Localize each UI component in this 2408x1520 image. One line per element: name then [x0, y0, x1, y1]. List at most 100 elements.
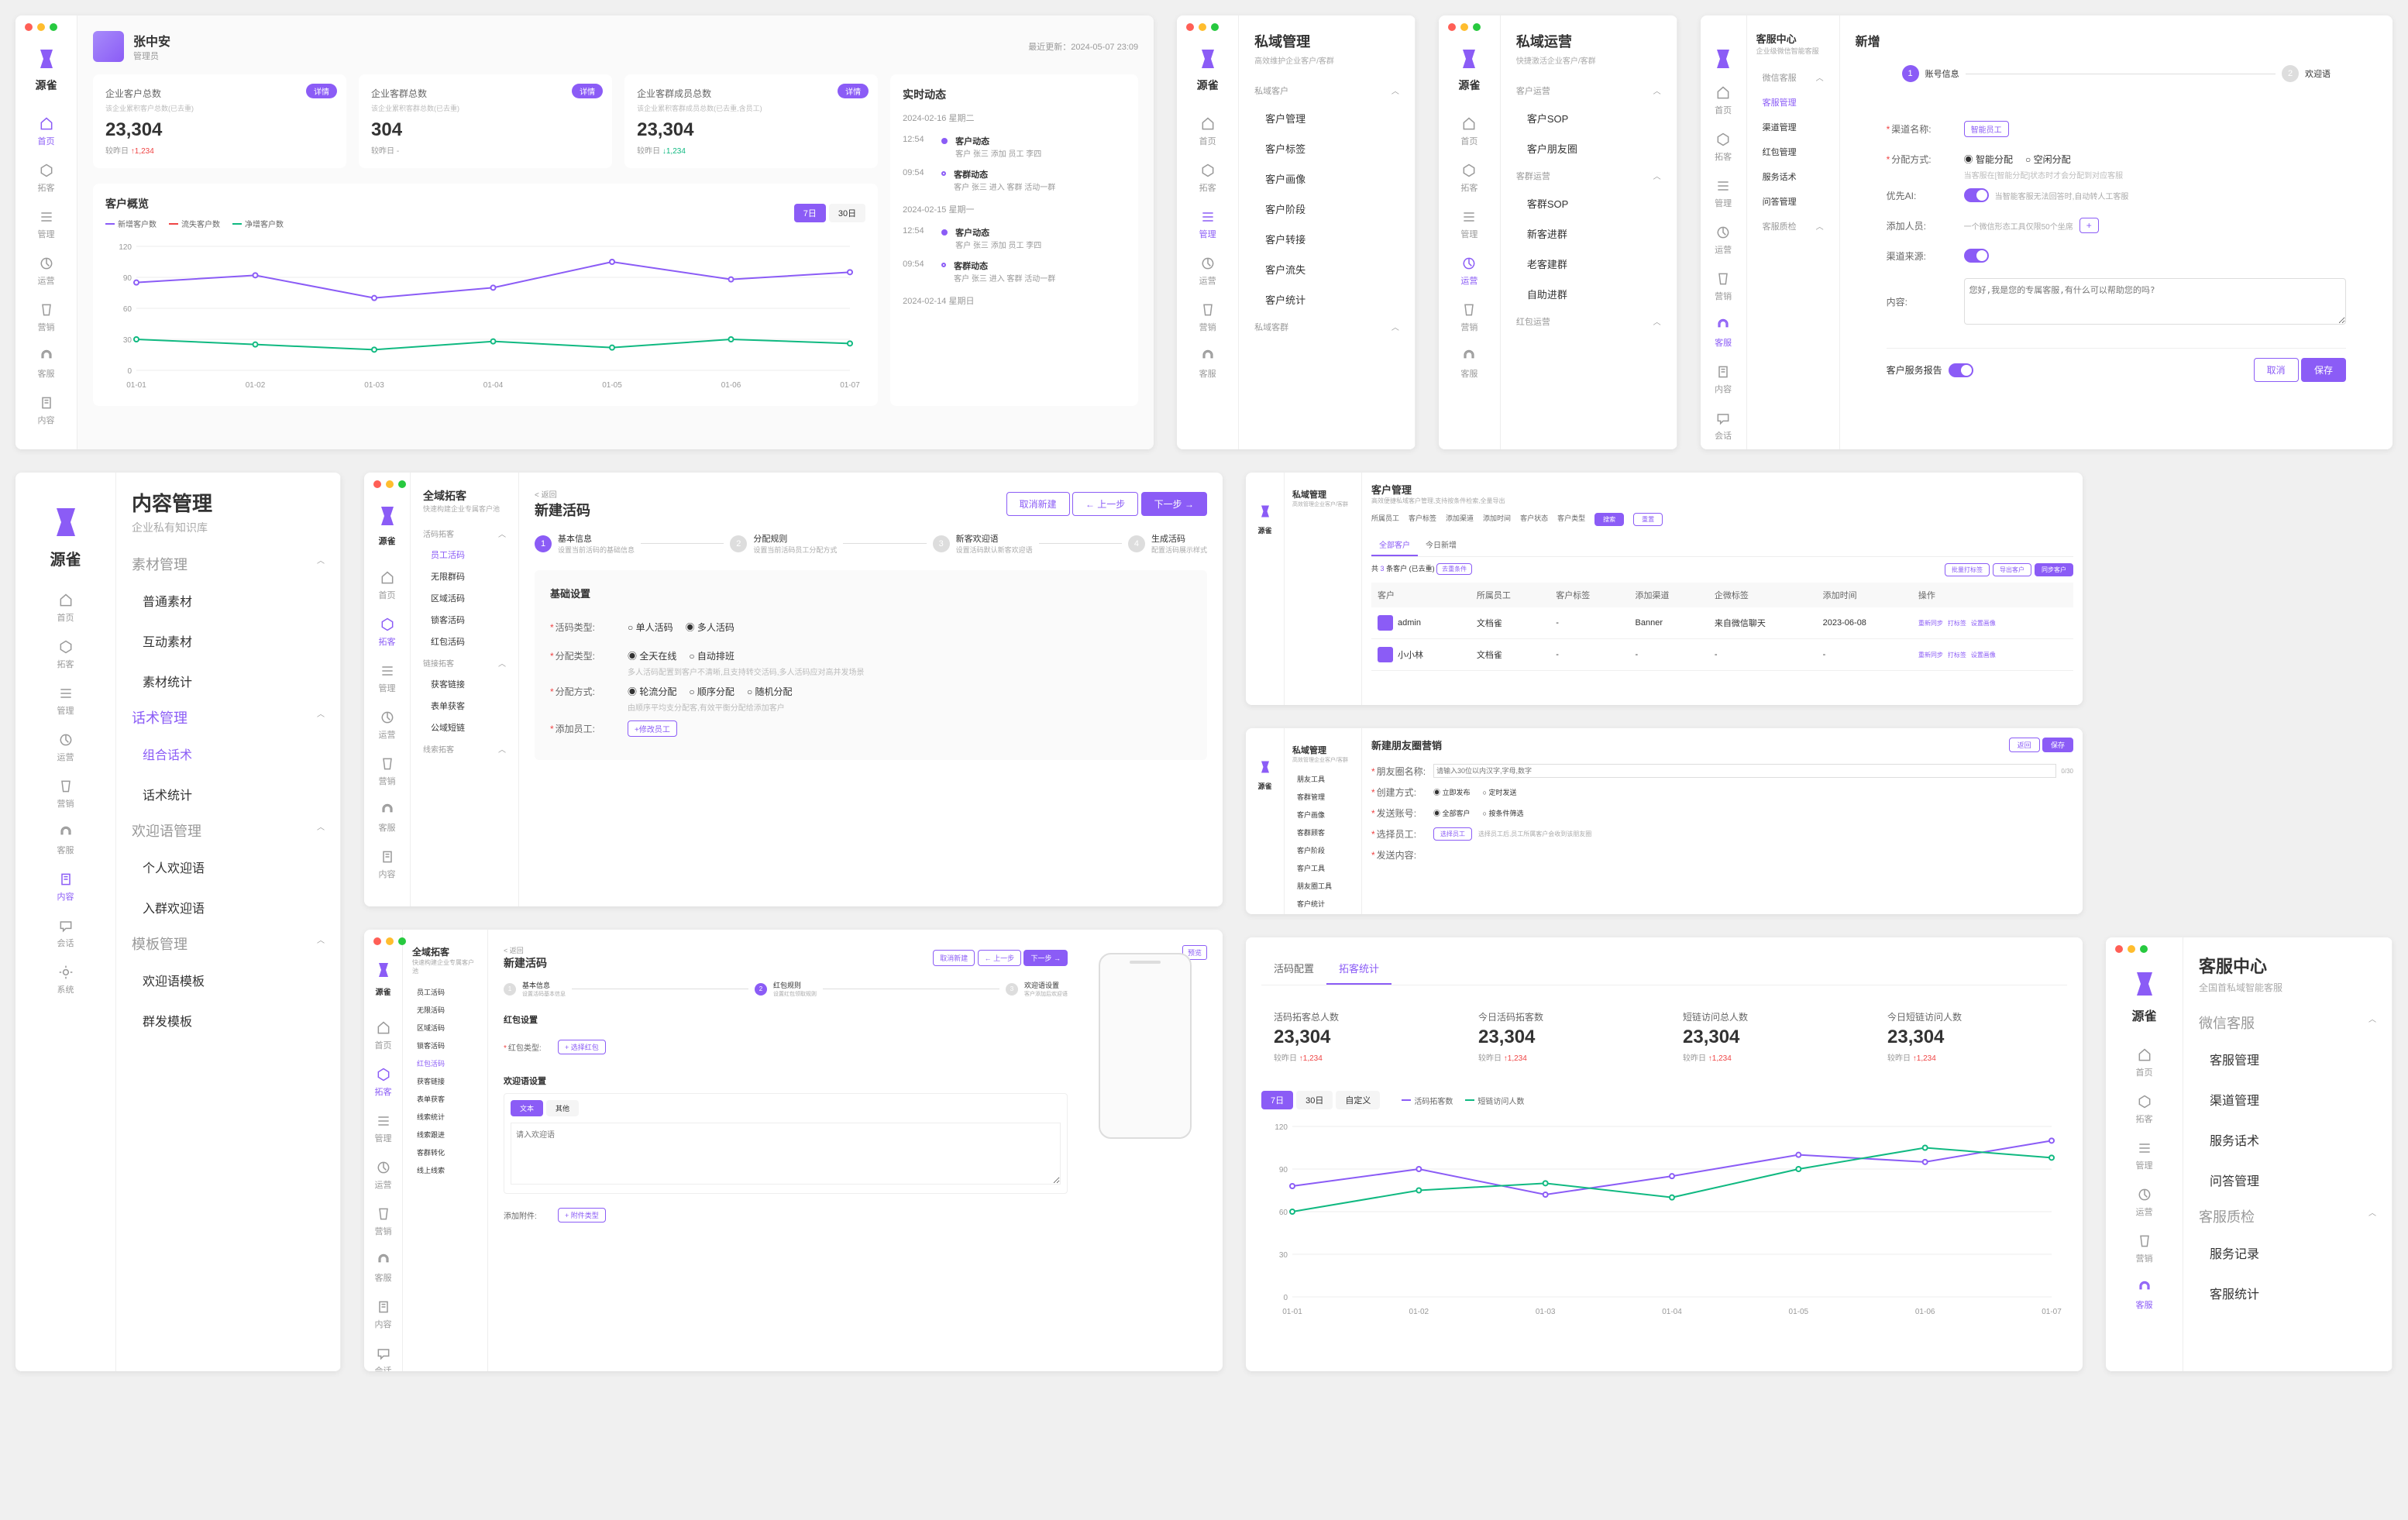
subnav-item[interactable]: 员工活码 — [411, 544, 518, 566]
subnav-item[interactable]: 无限群码 — [411, 566, 518, 587]
subnav-group[interactable]: 私域客户︿ — [1239, 78, 1415, 103]
subnav-item[interactable]: 互动素材 — [116, 621, 340, 661]
subnav-item[interactable]: 普通素材 — [116, 580, 340, 621]
subnav-item[interactable]: 客户统计 — [1285, 895, 1361, 913]
subnav-item[interactable]: 话术统计 — [116, 774, 340, 814]
subnav-item[interactable]: 线上线索 — [403, 1161, 487, 1179]
sidebar-item-expand[interactable]: 拓客 — [1715, 124, 1732, 170]
sidebar-item-chat[interactable]: 会话 — [1715, 403, 1732, 449]
sidebar-item-chat[interactable]: 会话 — [57, 910, 74, 957]
sidebar-item-operate[interactable]: 运营 — [38, 248, 55, 294]
sidebar-item-manage[interactable]: 管理 — [1199, 201, 1216, 248]
subnav-item[interactable]: 锁客活码 — [403, 1037, 487, 1054]
tab-item[interactable]: 其他 — [546, 1100, 579, 1116]
sidebar-item-operate[interactable]: 运营 — [375, 1152, 392, 1198]
subnav-group[interactable]: 私域客群︿ — [1239, 315, 1415, 339]
subnav-item[interactable]: 客群管理 — [1285, 788, 1361, 806]
sidebar-item-operate[interactable]: 运营 — [1460, 248, 1477, 294]
ai-toggle[interactable] — [1964, 188, 1989, 202]
row-action[interactable]: 设置画像 — [1971, 652, 1996, 659]
radio-option[interactable]: ○ 自动排班 — [689, 649, 734, 662]
subnav-item[interactable]: 获客链接 — [403, 1072, 487, 1090]
subnav-group[interactable]: 链接拓客︿ — [411, 652, 518, 673]
filter-label[interactable]: 添加渠道 — [1446, 513, 1474, 526]
sidebar-item-home[interactable]: 首页 — [379, 562, 396, 609]
subnav-group[interactable]: 线索拓客︿ — [411, 738, 518, 759]
window-controls[interactable] — [25, 23, 57, 31]
prev-btn[interactable]: ← 上一步 — [978, 950, 1022, 966]
tab-item[interactable]: 拓客统计 — [1326, 953, 1391, 985]
subnav-item[interactable]: 服务话术 — [1747, 164, 1839, 189]
filter-label[interactable]: 添加时间 — [1483, 513, 1511, 526]
radio-option[interactable]: ○ 单人活码 — [628, 621, 673, 634]
subnav-group[interactable]: 客户运营︿ — [1501, 78, 1677, 103]
sidebar-item-market[interactable]: 营销 — [57, 771, 74, 817]
table-row[interactable]: 小小林 文档雀---- 重新同步打标签设置画像 — [1371, 639, 2073, 671]
tab-item[interactable]: 今日新增 — [1418, 534, 1464, 556]
subnav-group[interactable]: 话术管理︿ — [116, 701, 340, 734]
sidebar-item-home[interactable]: 首页 — [1460, 108, 1477, 155]
subnav-group[interactable]: 客群运营︿ — [1501, 163, 1677, 188]
sidebar-item-expand[interactable]: 拓客 — [2136, 1086, 2153, 1133]
subnav-item[interactable]: 客户工具 — [1285, 859, 1361, 877]
sidebar-item-service[interactable]: 客服 — [1715, 310, 1732, 356]
action-btn[interactable]: 导出客户 — [1993, 563, 2031, 576]
sidebar-item-content[interactable]: 内容 — [1715, 356, 1732, 403]
sidebar-item-manage[interactable]: 管理 — [1715, 170, 1732, 217]
subnav-group[interactable]: 活码拓客︿ — [411, 523, 518, 544]
sidebar-item-market[interactable]: 营销 — [2136, 1226, 2153, 1272]
save-btn[interactable]: 保存 — [2301, 358, 2346, 382]
sidebar-item-operate[interactable]: 运营 — [1715, 217, 1732, 263]
sidebar-item-operate[interactable]: 运营 — [1199, 248, 1216, 294]
sidebar-item-service[interactable]: 客服 — [1460, 341, 1477, 387]
search-btn[interactable]: 搜索 — [1594, 513, 1624, 526]
radio-option[interactable]: ○ 顺序分配 — [689, 685, 734, 698]
sidebar-item-manage[interactable]: 管理 — [38, 201, 55, 248]
radio-option[interactable]: ◉ 全部客户 — [1433, 808, 1471, 818]
sidebar-item-market[interactable]: 营销 — [1460, 294, 1477, 341]
period-tab[interactable]: 7日 — [794, 204, 826, 222]
sidebar-item-service[interactable]: 客服 — [375, 1245, 392, 1291]
subnav-item[interactable]: 客户流失 — [1239, 254, 1415, 284]
table-row[interactable]: admin 文档雀-Banner来自微信聊天2023-06-08 重新同步打标签… — [1371, 607, 2073, 639]
subnav-item[interactable]: 组合话术 — [116, 734, 340, 774]
radio-option[interactable]: ○ 随机分配 — [747, 685, 793, 698]
window-controls[interactable] — [373, 937, 406, 945]
user-block[interactable]: 张中安 管理员 — [93, 31, 170, 62]
sidebar-item-market[interactable]: 营销 — [375, 1198, 392, 1245]
subnav-item[interactable]: 客户阶段 — [1285, 841, 1361, 859]
subnav-item[interactable]: 欢迎语模板 — [116, 960, 340, 1000]
subnav-item[interactable]: 客户朋友圈 — [1501, 133, 1677, 163]
sidebar-item-operate[interactable]: 运营 — [2136, 1179, 2153, 1226]
row-action[interactable]: 打标签 — [1948, 620, 1966, 627]
radio-option[interactable]: ◉ 智能分配 — [1964, 153, 2013, 166]
sidebar-item-operate[interactable]: 运营 — [57, 724, 74, 771]
subnav-group[interactable]: 模板管理︿ — [116, 927, 340, 960]
sidebar-item-market[interactable]: 营销 — [379, 748, 396, 795]
subnav-item[interactable]: 客户管理 — [1239, 103, 1415, 133]
add-btn[interactable]: + — [2079, 218, 2099, 233]
tab-item[interactable]: 全部客户 — [1371, 534, 1418, 556]
sidebar-item-manage[interactable]: 管理 — [57, 678, 74, 724]
period-tab[interactable]: 7日 — [1261, 1091, 1293, 1109]
period-tab[interactable]: 30日 — [829, 204, 865, 222]
filter-label[interactable]: 客户类型 — [1557, 513, 1585, 526]
radio-option[interactable]: ○ 定时发送 — [1483, 787, 1517, 797]
subnav-group[interactable]: 客服质检︿ — [1747, 214, 1839, 239]
sidebar-item-manage[interactable]: 管理 — [379, 655, 396, 702]
radio-option[interactable]: ○ 空闲分配 — [2025, 153, 2071, 166]
subnav-item[interactable]: 客户SOP — [1501, 103, 1677, 133]
back-btn[interactable]: 返回 — [2009, 738, 2040, 752]
subnav-item[interactable]: 渠道管理 — [1747, 115, 1839, 139]
row-action[interactable]: 重新同步 — [1918, 620, 1943, 627]
subnav-item[interactable]: 问答管理 — [2183, 1160, 2392, 1200]
subnav-group[interactable]: 客服质检︿ — [2183, 1200, 2392, 1233]
subnav-item[interactable]: 表单获客 — [411, 695, 518, 717]
select-redpacket-btn[interactable]: + 选择红包 — [558, 1040, 606, 1054]
filter-label[interactable]: 客户标签 — [1409, 513, 1436, 526]
subnav-item[interactable]: 新客进群 — [1501, 218, 1677, 249]
sidebar-item-content[interactable]: 内容 — [38, 387, 55, 434]
sidebar-item-home[interactable]: 首页 — [1199, 108, 1216, 155]
window-controls[interactable] — [1186, 23, 1219, 31]
radio-option[interactable]: ◉ 轮流分配 — [628, 685, 676, 698]
